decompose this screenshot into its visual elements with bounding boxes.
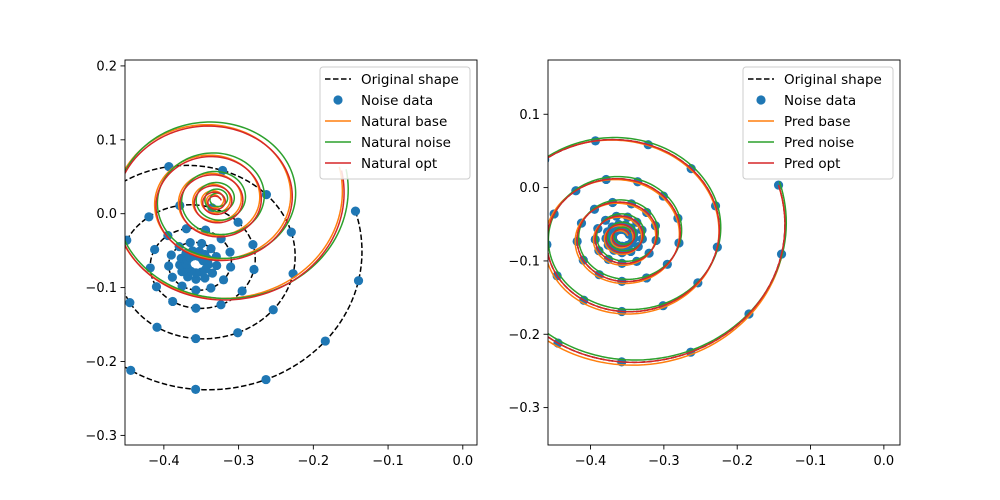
- noise-data-point: [492, 245, 501, 254]
- noise-data-point: [216, 300, 226, 310]
- legend-label: Natural noise: [361, 135, 451, 151]
- noise-data-point: [63, 272, 72, 281]
- noise-data-point: [150, 244, 160, 255]
- legend-box: [742, 66, 894, 180]
- plot-frame: [547, 59, 901, 446]
- x-tick-label: −0.1: [795, 454, 827, 469]
- noise-data-point: [145, 263, 155, 273]
- y-tick-label: 0.1: [519, 108, 540, 123]
- y-tick-label: 0.0: [96, 207, 117, 222]
- noise-data-point: [218, 275, 229, 285]
- noise-data-point: [125, 298, 135, 308]
- noise-data-point: [288, 269, 298, 279]
- legend-label: Pred noise: [784, 135, 854, 151]
- noise-data-point: [212, 260, 222, 271]
- noise-data-point: [233, 217, 243, 227]
- noise-data-point: [164, 261, 174, 271]
- noise-data-point: [207, 268, 218, 278]
- x-tick-label: −0.3: [223, 454, 255, 469]
- x-tick-label: −0.1: [372, 454, 404, 469]
- series-line-pred-noise: [548, 136, 788, 361]
- noise-data-point: [233, 328, 243, 338]
- noise-data-point: [113, 181, 122, 190]
- series-line-natural-base: [125, 123, 344, 300]
- noise-data-point: [167, 272, 177, 282]
- noise-data-point: [268, 305, 278, 315]
- y-tick-label: 0.0: [519, 181, 540, 196]
- noise-data-point: [261, 190, 272, 200]
- noise-data-point: [320, 336, 330, 346]
- noise-data-point: [261, 374, 271, 385]
- x-tick-label: −0.2: [298, 454, 330, 469]
- noise-data-point: [191, 303, 201, 313]
- noise-data-point: [206, 283, 216, 293]
- x-tick-label: −0.3: [648, 454, 680, 469]
- x-tick-label: −0.4: [148, 454, 180, 469]
- y-tick-label: 0.2: [96, 59, 117, 74]
- y-tick-label: −0.2: [508, 328, 540, 343]
- legend-marker: [756, 95, 766, 105]
- noise-data-point: [81, 325, 90, 334]
- legend-label: Original shape: [784, 72, 882, 88]
- noise-data-point: [168, 296, 178, 307]
- noise-data-point: [191, 333, 201, 344]
- legend-label: Pred base: [784, 114, 851, 130]
- noise-data-point: [350, 206, 361, 216]
- legend-label: Natural opt: [361, 156, 437, 172]
- legend-label: Pred opt: [784, 156, 840, 172]
- noise-data-point: [504, 194, 513, 203]
- legend-label: Natural base: [361, 114, 447, 130]
- legend-box: [319, 66, 471, 180]
- noise-data-point: [115, 267, 124, 276]
- noise-data-point: [177, 281, 187, 291]
- noise-data-point: [248, 240, 258, 250]
- legend: Original shape Noise data Pred base Pred no…: [742, 66, 894, 180]
- noise-data-point: [548, 240, 552, 250]
- legend: Original shape Noise data Natural base Natu…: [319, 66, 471, 180]
- legend-label: Noise data: [784, 93, 856, 109]
- noise-data-point: [152, 322, 162, 332]
- noise-data-point: [75, 220, 84, 229]
- plot-panel-1: −0.4 −0.3 −0.2 −0.1 0.0 −0.3 −0.2 −0.1 0.0 0.1 0.2…: [63, 59, 478, 469]
- noise-data-point: [191, 285, 201, 295]
- y-tick-label: −0.3: [85, 429, 117, 444]
- plot-area: [492, 136, 788, 367]
- noise-data-point: [197, 238, 207, 249]
- noise-data-point: [249, 264, 259, 275]
- x-tick-label: −0.4: [575, 454, 607, 469]
- noise-data-point: [206, 244, 216, 254]
- noise-data-point: [225, 247, 235, 257]
- noise-data-point: [353, 276, 364, 286]
- noise-data-point: [237, 286, 247, 296]
- series-line-natural-noise: [125, 121, 349, 300]
- legend-label: Noise data: [361, 93, 433, 109]
- noise-data-point: [126, 365, 136, 376]
- noise-data-point: [509, 298, 518, 307]
- y-tick-label: −0.2: [85, 355, 117, 370]
- y-tick-label: −0.1: [85, 281, 117, 296]
- y-tick-label: −0.1: [508, 254, 540, 269]
- noise-data-point: [151, 282, 162, 292]
- plot-panel-2: −0.4 −0.3 −0.2 −0.1 0.0 −0.3 −0.2 −0.1 0.0 0.1 Ori…: [492, 59, 901, 469]
- noise-data-point: [226, 262, 236, 272]
- noise-data-point: [286, 227, 296, 237]
- x-tick-label: 0.0: [874, 454, 895, 469]
- legend-label: Original shape: [361, 72, 459, 88]
- y-tick-label: −0.3: [508, 401, 540, 416]
- noise-data-point: [191, 274, 201, 284]
- x-tick-label: −0.2: [721, 454, 753, 469]
- series-line-natural-opt: [125, 125, 345, 301]
- y-tick-label: 0.1: [96, 133, 117, 148]
- plot-area: [63, 121, 364, 394]
- legend-marker: [333, 95, 343, 105]
- noise-data-point: [181, 224, 191, 234]
- noise-data-point: [185, 238, 195, 248]
- series-line-pred-opt: [548, 138, 786, 364]
- noise-data-point: [144, 212, 154, 222]
- x-tick-label: 0.0: [452, 454, 473, 469]
- noise-data-point: [191, 384, 201, 394]
- noise-data-point: [166, 250, 176, 260]
- plot-frame: [124, 59, 478, 446]
